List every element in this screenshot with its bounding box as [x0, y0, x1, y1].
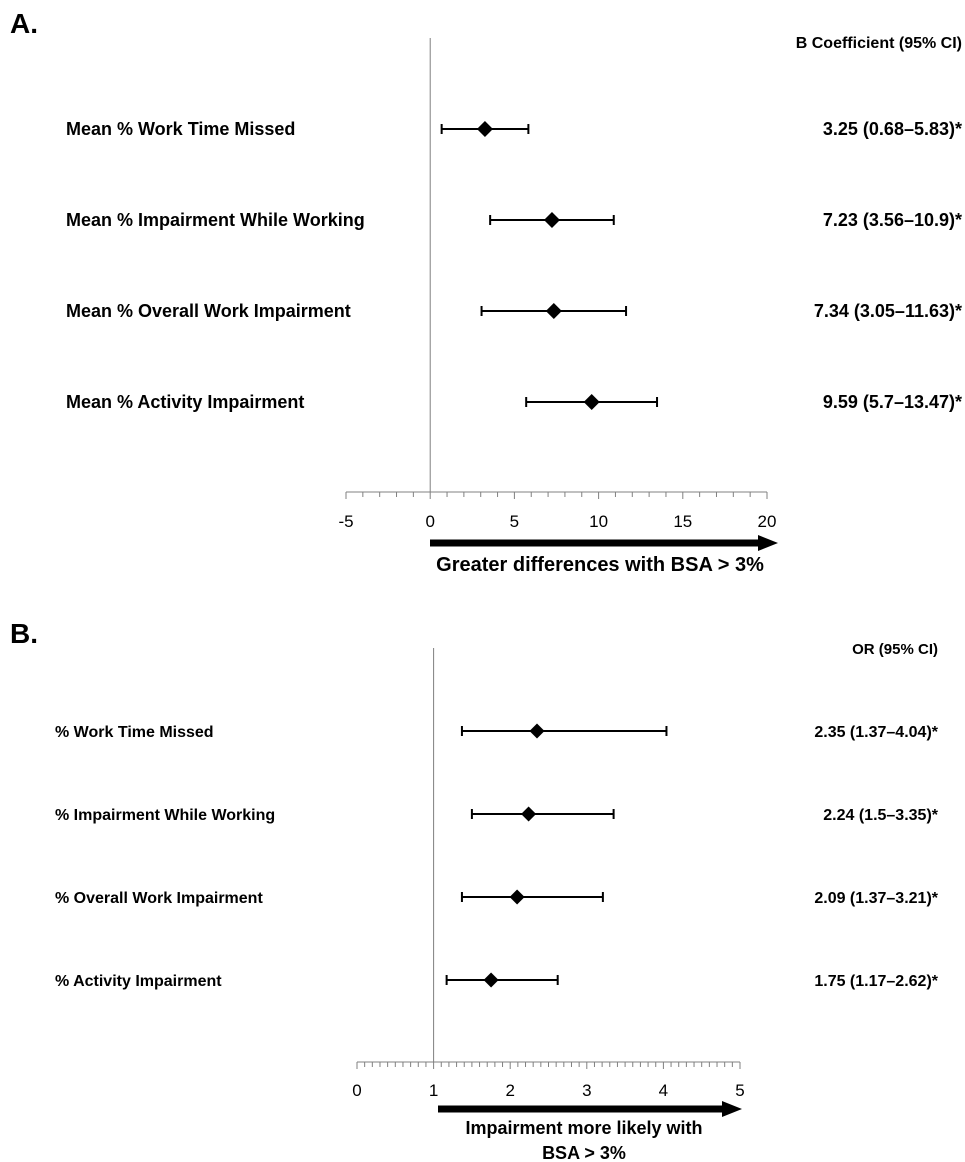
panel-b-tick-label: 3 [582, 1081, 591, 1100]
panel-b-ci-text: 2.24 (1.5–3.35)* [823, 807, 939, 824]
panel-b-arrow-label: Impairment more likely with [465, 1118, 702, 1138]
panel-b-point-estimate [483, 972, 499, 988]
panel-a-label: A. [10, 8, 38, 39]
panel-a-ci-text: 3.25 (0.68–5.83)* [823, 119, 962, 139]
panel-a-tick-label: 0 [425, 512, 434, 531]
panel-a-arrow-shaft [430, 539, 764, 547]
panel-b-point-estimate [521, 806, 537, 822]
panel-a-row-label: Mean % Work Time Missed [66, 119, 295, 139]
panel-a-ci-text: 9.59 (5.7–13.47)* [823, 392, 962, 412]
panel-a-row-label: Mean % Overall Work Impairment [66, 301, 351, 321]
panel-b-tick-label: 5 [735, 1081, 744, 1100]
panel-b-point-estimate [509, 889, 525, 905]
panel-b-row-label: % Overall Work Impairment [55, 890, 263, 907]
panel-a-arrow-label: Greater differences with BSA > 3% [436, 554, 764, 576]
panel-b-tick-label: 0 [352, 1081, 361, 1100]
panel-a-row-label: Mean % Impairment While Working [66, 210, 365, 230]
panel-a-tick-label: 20 [758, 512, 777, 531]
panel-b-row-label: % Activity Impairment [55, 973, 222, 990]
panel-b-ci-text: 2.09 (1.37–3.21)* [814, 890, 938, 907]
panel-b-tick-label: 4 [659, 1081, 668, 1100]
panel-b-arrow-label: BSA > 3% [542, 1143, 626, 1162]
panel-a-point-estimate [583, 394, 600, 410]
panel-a-column-header: B Coefficient (95% CI) [796, 35, 962, 52]
panel-b-arrow-head [722, 1101, 742, 1117]
panel-a-tick-label: 5 [510, 512, 519, 531]
panel-a-tick-label: 10 [589, 512, 608, 531]
panel-a-arrow-head [758, 535, 778, 551]
panel-b-label: B. [10, 618, 38, 649]
panel-b-ci-text: 1.75 (1.17–2.62)* [814, 973, 938, 990]
panel-a-ci-text: 7.34 (3.05–11.63)* [814, 301, 962, 321]
panel-a-point-estimate [543, 212, 560, 228]
panel-a-point-estimate [476, 121, 493, 137]
panel-a-tick-label: 15 [673, 512, 692, 531]
panel-a-ci-text: 7.23 (3.56–10.9)* [823, 210, 962, 230]
panel-b-tick-label: 2 [505, 1081, 514, 1100]
panel-a-point-estimate [545, 303, 562, 319]
panel-b-arrow-shaft [438, 1105, 728, 1113]
panel-b-tick-label: 1 [429, 1081, 438, 1100]
panel-b-column-header: OR (95% CI) [852, 641, 938, 658]
panel-b-row-label: % Impairment While Working [55, 807, 275, 824]
panel-b-ci-text: 2.35 (1.37–4.04)* [814, 724, 938, 741]
panel-a-row-label: Mean % Activity Impairment [66, 392, 304, 412]
panel-b-point-estimate [529, 723, 545, 739]
panel-b-row-label: % Work Time Missed [55, 724, 214, 741]
panel-a-tick-label: -5 [338, 512, 353, 531]
